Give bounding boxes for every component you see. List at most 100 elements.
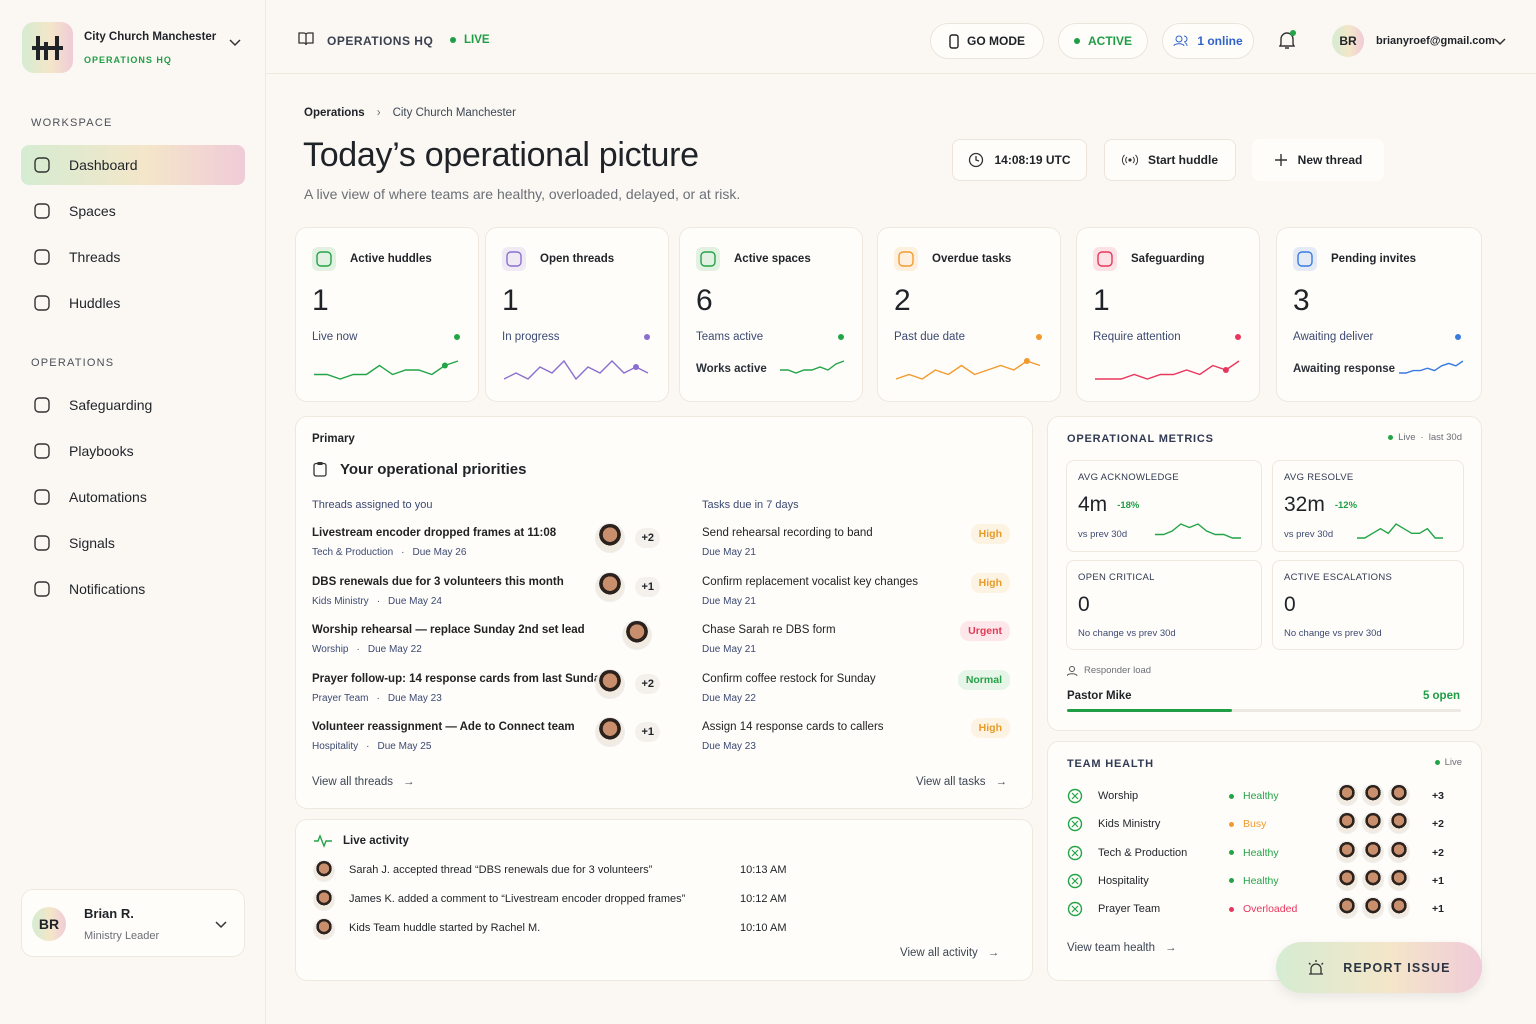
live-dot xyxy=(1434,760,1440,765)
spark-dot xyxy=(633,364,639,370)
email-chevron[interactable] xyxy=(1494,37,1506,47)
team-name[interactable]: Tech & Production xyxy=(1098,846,1188,859)
stat-caption: In progress xyxy=(502,331,560,343)
bell[interactable] xyxy=(1277,30,1297,50)
spark-line xyxy=(780,360,845,374)
view-threads-text: View all threads xyxy=(312,776,393,788)
metric-note: No change vs prev 30d xyxy=(1078,628,1176,639)
team-status: Healthy xyxy=(1229,875,1279,887)
new-thread-text: New thread xyxy=(1297,153,1363,167)
avatar xyxy=(1336,812,1358,835)
view-team-text: View team health xyxy=(1067,942,1156,954)
sparkline xyxy=(1155,523,1241,539)
spark-dot xyxy=(1222,367,1229,373)
user-card[interactable]: BR Brian R. Ministry Leader xyxy=(21,889,245,957)
stat-label: Active spaces xyxy=(734,253,811,265)
nav-item[interactable]: Safeguarding xyxy=(21,385,245,425)
avatar xyxy=(313,918,335,940)
org-chevron[interactable] xyxy=(229,38,241,48)
task-title[interactable]: Confirm replacement vocalist key changes xyxy=(702,575,919,588)
thread-space: Tech & Production xyxy=(312,547,394,558)
metric-note: vs prev 30d xyxy=(1284,529,1334,540)
team-name[interactable]: Hospitality xyxy=(1098,874,1149,887)
stat-label: Overdue tasks xyxy=(932,253,1012,265)
thread-title[interactable]: Worship rehearsal — replace Sunday 2nd s… xyxy=(312,624,585,637)
thread-title[interactable]: Livestream encoder dropped frames at 11:… xyxy=(312,527,557,539)
nav-section: OPERATIONS xyxy=(31,357,115,369)
avatar xyxy=(1362,812,1384,835)
stat-icon xyxy=(1293,247,1317,271)
task-title[interactable]: Confirm coffee restock for Sunday xyxy=(702,672,876,685)
metric-label: AVG RESOLVE xyxy=(1284,472,1354,483)
icon xyxy=(34,489,50,505)
avatar xyxy=(313,889,335,911)
load-track xyxy=(1067,709,1461,712)
thread-title[interactable]: Volunteer reassignment — Ade to Connect … xyxy=(312,721,575,734)
spark-line xyxy=(314,360,459,380)
nav-item[interactable]: Playbooks xyxy=(21,431,245,471)
go-mode[interactable]: GO MODE xyxy=(930,23,1044,59)
more-chip: +3 xyxy=(1432,790,1444,802)
stat-caption: Require attention xyxy=(1093,331,1181,343)
stat-label: Safeguarding xyxy=(1131,253,1205,265)
thread-title[interactable]: DBS renewals due for 3 volunteers this m… xyxy=(312,575,564,588)
start-huddle[interactable]: Start huddle xyxy=(1104,139,1236,181)
metric-card: AVG ACKNOWLEDGE 4m -18% vs prev 30d xyxy=(1066,460,1262,552)
spark-line xyxy=(1399,360,1464,374)
team-status: Busy xyxy=(1229,818,1266,830)
metrics-title: OPERATIONAL METRICS xyxy=(1067,433,1214,445)
stat-value: 1 xyxy=(1093,284,1110,317)
team-name[interactable]: Kids Ministry xyxy=(1098,818,1161,831)
task-due: Due May 21 xyxy=(702,644,756,656)
live-text: Live xyxy=(1444,757,1462,768)
view-tasks[interactable]: View all tasks → xyxy=(916,776,1007,788)
icon xyxy=(1297,251,1313,267)
nav-item[interactable]: Dashboard xyxy=(21,145,245,185)
avatar xyxy=(1336,868,1358,891)
crumb[interactable]: Operations xyxy=(304,107,365,119)
metric-delta: -12% xyxy=(1334,499,1358,511)
thread-due: Due May 25 xyxy=(358,741,431,752)
open-count: 5 open xyxy=(1422,690,1460,702)
nav-item[interactable]: Signals xyxy=(21,523,245,563)
view-activity[interactable]: View all activity → xyxy=(900,947,1000,959)
nav-item[interactable]: Spaces xyxy=(21,191,245,231)
top-avatar[interactable]: BR xyxy=(1332,25,1364,57)
nav-item[interactable]: Huddles xyxy=(21,283,245,323)
priorities-title: Your operational priorities xyxy=(340,461,527,478)
range: last 30d xyxy=(1428,432,1462,443)
metric-value-row: 4m -18% xyxy=(1078,493,1139,517)
status-text: Healthy xyxy=(1243,846,1279,859)
active-pill[interactable]: ACTIVE xyxy=(1058,23,1148,59)
view-threads[interactable]: View all threads → xyxy=(312,776,415,788)
status-text: Busy xyxy=(1243,818,1267,831)
online-pill[interactable]: 1 online xyxy=(1162,23,1254,59)
thread-people: +1 xyxy=(595,571,660,602)
sparkline xyxy=(1399,360,1464,374)
new-thread[interactable]: New thread xyxy=(1252,139,1384,181)
report-issue[interactable]: REPORT ISSUE xyxy=(1276,942,1482,993)
nav-item[interactable]: Automations xyxy=(21,477,245,517)
thread-meta: HospitalityDue May 25 xyxy=(312,741,431,752)
avatar xyxy=(313,860,335,882)
task-title[interactable]: Send rehearsal recording to band xyxy=(702,527,873,539)
avatar xyxy=(595,523,626,553)
spark-line xyxy=(503,359,649,381)
nav-item[interactable]: Threads xyxy=(21,237,245,277)
sparkline xyxy=(1095,360,1240,380)
stat-value: 1 xyxy=(312,284,329,317)
thread-title[interactable]: Prayer follow-up: 14 response cards from… xyxy=(312,672,607,685)
team-name[interactable]: Worship xyxy=(1098,790,1139,802)
nav-item[interactable]: Notifications xyxy=(21,569,245,609)
metrics-live: Live · last 30d xyxy=(1388,432,1462,443)
task-title[interactable]: Chase Sarah re DBS form xyxy=(702,624,836,637)
thread-space: Prayer Team xyxy=(312,692,369,704)
thread-space: Hospitality xyxy=(312,741,359,753)
avatar xyxy=(1336,897,1358,920)
task-title[interactable]: Assign 14 response cards to callers xyxy=(702,721,884,734)
thread-meta: Tech & ProductionDue May 26 xyxy=(312,547,466,558)
view-team[interactable]: View team health → xyxy=(1067,942,1177,954)
stat-card: Pending invites 3 Awaiting deliver Awaiting… xyxy=(1276,227,1482,402)
team-name[interactable]: Prayer Team xyxy=(1098,903,1161,916)
stat-card: Active huddles 1 Live now xyxy=(295,227,479,402)
